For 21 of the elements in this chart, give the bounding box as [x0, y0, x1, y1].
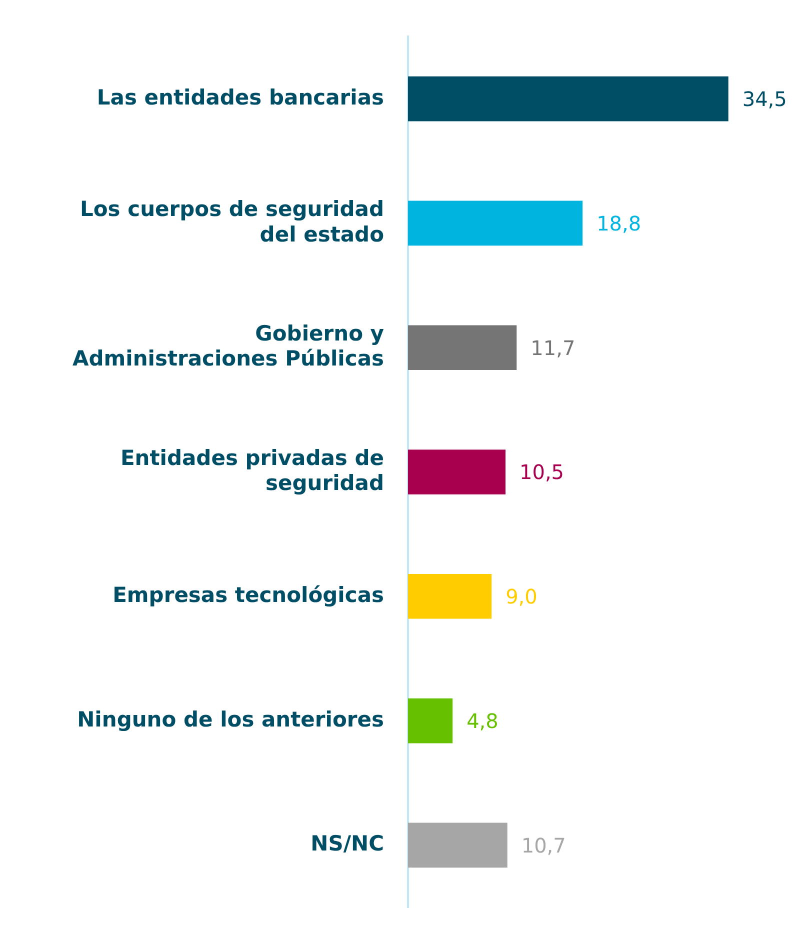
- y-tick-label: Entidades privadas de seguridad: [120, 446, 384, 496]
- y-tick-label: Ninguno de los anteriores: [77, 707, 384, 732]
- y-tick-label: NS/NC: [310, 832, 384, 856]
- bar: [408, 76, 728, 122]
- y-tick-label: Las entidades bancarias: [96, 85, 384, 110]
- bar: [408, 822, 508, 868]
- bar: [408, 450, 506, 494]
- data-label: 34,5: [742, 87, 787, 112]
- bar: [408, 200, 583, 246]
- bar: [408, 325, 517, 370]
- bar: [408, 574, 492, 619]
- y-tick-label: Gobierno y Administraciones Públicas: [72, 321, 384, 371]
- data-label: 18,8: [596, 211, 642, 236]
- data-label: 10,7: [521, 833, 566, 858]
- data-label: 4,8: [466, 709, 498, 734]
- y-tick-label: Empresas tecnológicas: [112, 582, 384, 607]
- data-label: 10,5: [520, 460, 564, 484]
- data-label: 9,0: [506, 584, 538, 609]
- y-tick-label: Los cuerpos de seguridad del estado: [80, 197, 384, 246]
- bar: [408, 698, 453, 744]
- data-label: 11,7: [530, 336, 576, 360]
